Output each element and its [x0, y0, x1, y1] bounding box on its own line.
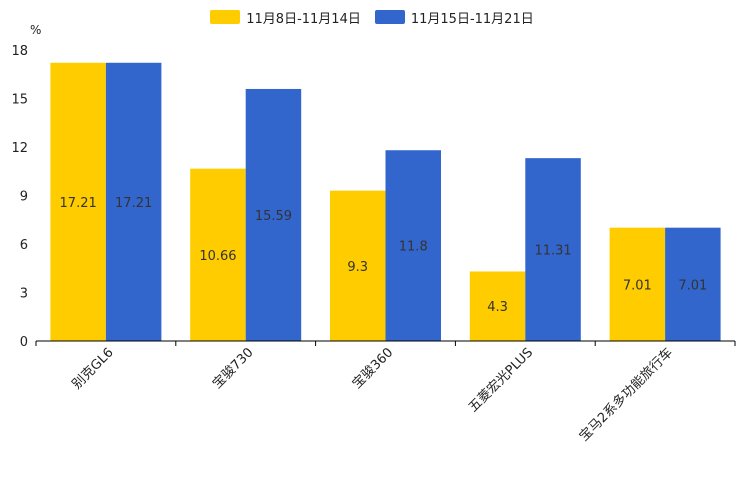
- legend-label-series-2: 11月15日-11月21日: [410, 11, 534, 27]
- data-label: 17.21: [60, 196, 97, 211]
- legend-swatch-series-1: [210, 10, 241, 24]
- bar-2-1: [105, 62, 162, 341]
- y-tick-label: 3: [20, 287, 28, 302]
- x-tick-label: 五菱宏光PLUS: [466, 345, 536, 415]
- x-tick-label: 宝骏360: [350, 345, 397, 392]
- data-label: 17.21: [115, 196, 152, 211]
- data-label: 10.66: [199, 249, 236, 264]
- y-tick-label: 12: [11, 141, 28, 156]
- bar-2-3: [385, 150, 441, 341]
- data-label: 7.01: [623, 278, 652, 293]
- bar-1-5: [609, 227, 666, 341]
- bar-1-1: [50, 62, 106, 341]
- legend-swatch-series-2: [374, 10, 405, 24]
- data-label: 7.01: [678, 278, 707, 293]
- data-label: 11.8: [399, 240, 428, 255]
- bar-2-5: [665, 227, 721, 341]
- y-tick-label: 15: [11, 93, 28, 108]
- data-label: 9.3: [347, 260, 368, 275]
- y-axis-unit-label: %: [30, 23, 41, 37]
- y-tick-label: 18: [11, 44, 28, 59]
- x-tick-label: 宝马2系多功能旅行车: [576, 345, 676, 445]
- data-label: 4.3: [487, 300, 508, 315]
- x-tick-label: 宝骏730: [210, 345, 257, 392]
- legend-item-series-1[interactable]: 11月8日-11月14日: [210, 8, 361, 27]
- x-tick-label: 别克GL6: [70, 345, 117, 392]
- bar-1-3: [330, 190, 386, 341]
- bar-1-2: [190, 168, 246, 341]
- legend-item-series-2[interactable]: 11月15日-11月21日: [374, 8, 534, 27]
- legend-label-series-1: 11月8日-11月14日: [246, 11, 361, 27]
- y-tick-label: 9: [20, 190, 28, 205]
- bar-1-4: [469, 271, 526, 341]
- y-tick-label: 0: [20, 335, 28, 350]
- bar-2-2: [245, 88, 302, 341]
- data-label: 11.31: [534, 244, 571, 259]
- data-label: 15.59: [255, 209, 292, 224]
- legend: 11月8日-11月14日 11月15日-11月21日: [0, 6, 744, 28]
- y-tick-label: 6: [20, 238, 28, 253]
- bar-2-4: [525, 158, 581, 341]
